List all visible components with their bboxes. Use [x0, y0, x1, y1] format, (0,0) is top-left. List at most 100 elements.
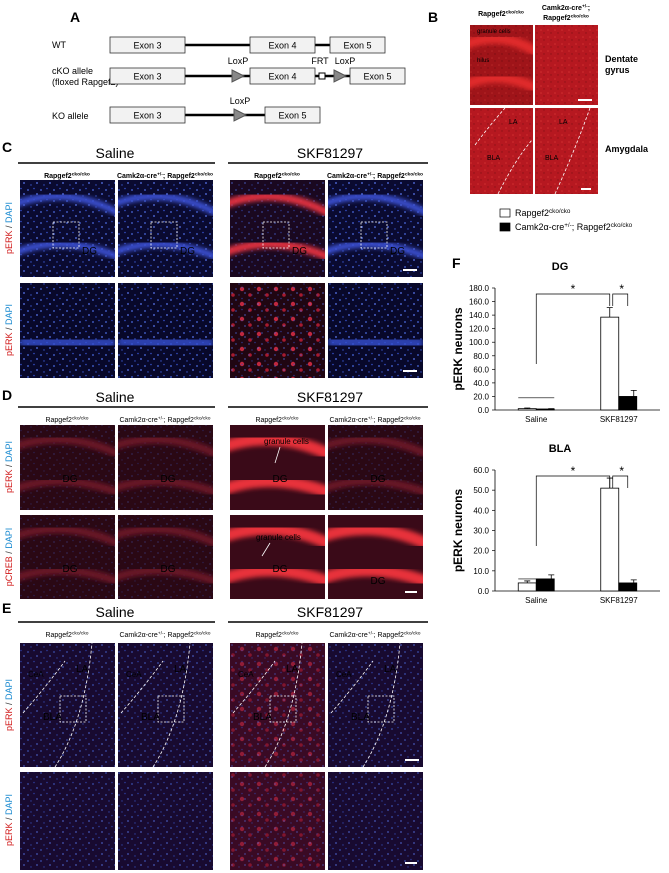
tissue-band — [230, 564, 325, 587]
region-boundary — [497, 139, 533, 195]
legend-swatch — [499, 222, 511, 232]
region-label: DG — [82, 246, 97, 257]
roi-box — [52, 221, 80, 249]
superscript: cko/cko — [506, 10, 524, 16]
genotype-label: Camk2α-cre+/-; — [542, 4, 590, 12]
bar — [517, 408, 537, 411]
text-segment: Camk2α-cre — [327, 173, 367, 180]
genotype-label: Rapgef2cko/cko — [543, 14, 589, 22]
micrograph — [20, 425, 115, 510]
texture — [535, 108, 598, 194]
micrograph — [118, 180, 213, 277]
text-segment: ; — [163, 173, 167, 180]
stain-label: pCREB / DAPI — [4, 528, 14, 587]
y-tick-label: 10.0 — [473, 567, 489, 576]
genotype-label: Camk2α-cre+/-; Rapgef2cko/cko — [119, 631, 210, 639]
nuclei — [20, 772, 115, 870]
superscript: cko/cko — [72, 416, 89, 422]
text-segment: Rapgef2 — [254, 173, 282, 180]
region-label: LA — [174, 664, 187, 675]
tissue-band — [328, 564, 423, 587]
superscript: cko/cko — [404, 631, 421, 637]
stain: pERK — [4, 470, 14, 494]
superscript: cko/cko — [282, 631, 299, 637]
error-bar — [606, 307, 613, 318]
roi-box — [262, 221, 290, 249]
micrograph-content — [328, 283, 423, 378]
micrograph — [20, 180, 115, 277]
significance-mark: * — [619, 282, 624, 296]
nuclei — [118, 643, 213, 767]
text-segment: Camk2α-cre — [329, 417, 367, 424]
tissue-band — [20, 333, 115, 352]
exon-label: Exon 4 — [268, 41, 296, 51]
region-label: granule cells — [264, 437, 309, 446]
superscript: cko/cko — [404, 416, 421, 422]
significance-bracket — [612, 293, 629, 306]
y-tick-label: 160.0 — [469, 298, 490, 307]
tissue-band — [20, 193, 115, 216]
superscript: cko/cko — [405, 172, 423, 178]
region-title: Amygdala — [605, 144, 649, 154]
region-label: LA — [76, 664, 89, 675]
tissue-band — [470, 33, 533, 56]
genotype-label: Camk2α-cre+/-; Rapgef2cko/cko — [119, 416, 210, 424]
y-tick-label: 40.0 — [473, 379, 489, 388]
micrograph — [328, 180, 423, 277]
micrograph — [328, 772, 423, 870]
tissue-band — [118, 193, 213, 216]
micrograph-content — [230, 643, 325, 767]
tissue-band — [328, 333, 423, 352]
y-tick-label: 40.0 — [473, 506, 489, 515]
separator: / — [4, 462, 14, 470]
exon — [109, 36, 186, 54]
text-segment: Rapgef2 — [167, 417, 194, 424]
text-segment: ; Rapgef2 — [572, 222, 611, 232]
loxp-site — [231, 69, 246, 83]
significance-bracket — [535, 475, 611, 546]
micrograph-content — [118, 643, 213, 767]
roi-box — [269, 695, 297, 723]
y-tick-label: 20.0 — [473, 392, 489, 401]
y-tick-label: 30.0 — [473, 527, 489, 536]
x-tick-label: SKF81297 — [600, 596, 638, 605]
stain: DAPI — [4, 441, 14, 462]
nuclei — [20, 643, 115, 767]
text-segment: Rapgef2 — [255, 417, 282, 424]
tissue-band — [118, 566, 213, 585]
micrograph — [535, 25, 598, 105]
text-segment: Camk2α-cre — [119, 632, 157, 639]
exon — [349, 67, 406, 85]
region-label: CeA — [126, 670, 142, 679]
error-bar — [524, 407, 531, 409]
separator: / — [4, 325, 14, 333]
bar — [618, 582, 638, 592]
texture — [470, 108, 533, 194]
micrograph-content — [230, 425, 325, 510]
error-bar — [524, 580, 531, 583]
micrograph-content — [535, 108, 598, 194]
region-label: DG — [371, 576, 386, 587]
row-label: (floxed Rapgef2) — [52, 77, 119, 87]
superscript: cko/cko — [194, 416, 211, 422]
site-label: FRT — [311, 56, 329, 66]
text-segment: ; — [164, 417, 168, 424]
region-boundary — [22, 660, 66, 714]
superscript: cko/cko — [72, 631, 89, 637]
region-label: BLA — [545, 155, 559, 162]
micrograph-content — [230, 180, 325, 277]
micrograph — [20, 283, 115, 378]
bar — [600, 487, 620, 592]
condition-label: SKF81297 — [297, 145, 363, 161]
bar — [618, 396, 638, 411]
region-label: BLA — [141, 712, 160, 723]
tissue-band — [230, 192, 325, 216]
text-segment: Rapgef2 — [45, 632, 72, 639]
region-label: granule cells — [477, 29, 511, 35]
genotype-label: Camk2α-cre+/-; Rapgef2cko/cko — [329, 416, 420, 424]
bar — [535, 408, 555, 411]
exon — [109, 106, 186, 124]
region-label: LA — [286, 664, 299, 675]
genotype-label: Rapgef2cko/cko — [478, 10, 524, 18]
genotype-label: Rapgef2cko/cko — [45, 631, 88, 639]
